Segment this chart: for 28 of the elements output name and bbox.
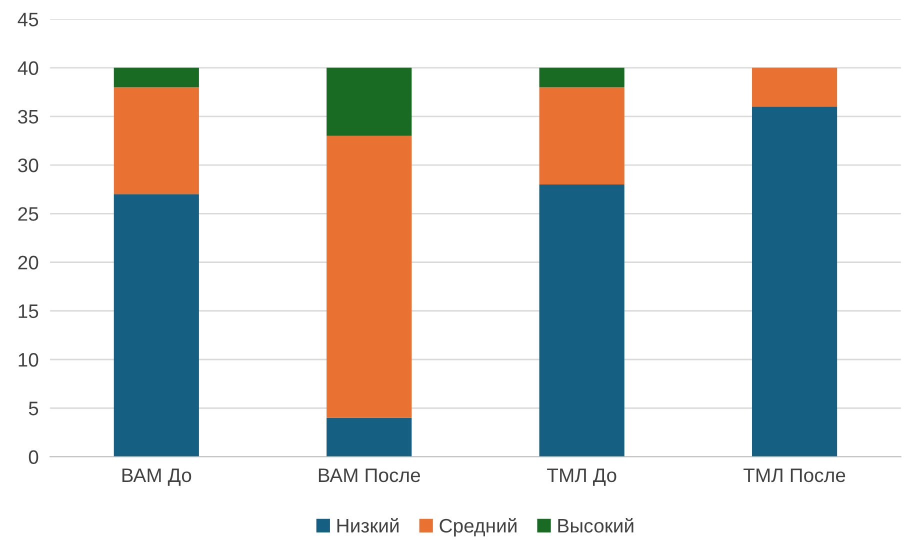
bar (326, 68, 412, 136)
bar (539, 184, 624, 457)
y-tick-label: 20 (18, 256, 38, 270)
bar (114, 68, 199, 88)
x-tick-label: ВАМ До (122, 468, 192, 486)
bar (752, 68, 838, 107)
bar (539, 87, 624, 184)
bar (114, 87, 199, 194)
x-tick-label: ТМЛ После (744, 468, 846, 482)
y-tick-label: 30 (18, 158, 38, 172)
x-tick-label: ТМЛ До (547, 468, 616, 486)
bar (326, 418, 412, 457)
y-tick-label: 10 (18, 352, 38, 367)
y-tick-label: 15 (18, 304, 38, 318)
y-tick-label: 45 (18, 12, 38, 26)
y-tick-label: 0 (28, 450, 38, 464)
bar (752, 106, 838, 457)
y-tick-label: 40 (18, 61, 38, 76)
legend-label: Низкий (337, 518, 398, 533)
bar (114, 194, 199, 457)
y-tick-label: 5 (28, 402, 38, 416)
bar (326, 136, 412, 418)
bar (539, 68, 624, 88)
x-tick-label: ВАМ После (318, 468, 420, 482)
legend-label: Средний (440, 518, 516, 536)
y-tick-label: 35 (18, 110, 38, 124)
legend-label: Высокий (558, 518, 634, 533)
y-tick-label: 25 (18, 207, 38, 221)
